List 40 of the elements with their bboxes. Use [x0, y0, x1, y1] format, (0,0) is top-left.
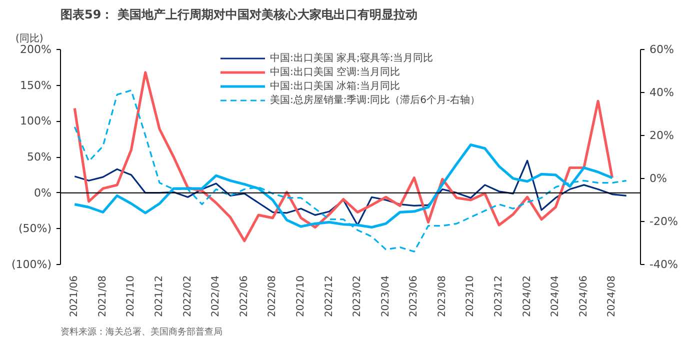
- x-tick-label: 2023/12: [494, 275, 505, 318]
- x-tick-label: 2022/12: [324, 275, 335, 318]
- y-tick-label: 100%: [20, 114, 52, 128]
- y-tick-label: 200%: [20, 43, 52, 56]
- x-tick-label: 2022/02: [182, 275, 194, 318]
- y-tick-label: (100%): [11, 258, 52, 271]
- x-tick-label: 2022/04: [210, 275, 222, 318]
- x-tick-label: 2024/08: [606, 275, 618, 318]
- x-tick-label: 2022/06: [238, 275, 250, 318]
- x-tick-label: 2021/10: [126, 275, 137, 318]
- x-tick-label: 2023/04: [380, 275, 392, 318]
- x-tick-label: 2023/02: [352, 275, 364, 318]
- y2-tick-label: 20%: [650, 129, 674, 142]
- x-tick-label: 2021/06: [69, 275, 80, 318]
- x-tick-label: 2024/04: [550, 275, 562, 318]
- y-axis-title: (同比): [16, 32, 44, 44]
- y2-tick-label: 40%: [650, 86, 674, 99]
- x-tick-label: 2023/08: [436, 275, 448, 318]
- x-tick-label: 2021/08: [97, 275, 108, 318]
- legend-label: 美国:总房屋销量:季调:同比（滞后6个月-右轴）: [270, 94, 480, 107]
- y-tick-label: 0%: [34, 186, 52, 200]
- y2-tick-label: -40%: [650, 258, 678, 271]
- y2-tick-label: -20%: [650, 215, 678, 228]
- x-tick-label: 2022/10: [295, 275, 306, 318]
- text: 资料来源：海关总署、美国商务部普查局: [60, 326, 222, 338]
- legend-label: 中国:出口美国 空调:当月同比: [270, 66, 400, 79]
- legend-label: 中国:出口美国 家具;寝具等:当月同比: [270, 52, 434, 65]
- x-tick-label: 2023/10: [465, 275, 476, 318]
- y2-tick-label: 0%: [650, 172, 667, 185]
- y2-tick-label: 60%: [650, 43, 674, 56]
- x-tick-label: 2021/12: [154, 275, 166, 318]
- x-tick-label: 2023/06: [408, 275, 420, 318]
- y-tick-label: 50%: [27, 150, 52, 164]
- y-tick-label: 150%: [20, 78, 52, 92]
- chart-title: 图表59： 美国地产上行周期对中国对美核心大家电出口有明显拉动: [60, 8, 418, 22]
- y-tick-label: (50%): [18, 222, 52, 236]
- x-tick-label: 2022/08: [267, 275, 278, 318]
- x-tick-label: 2024/02: [522, 275, 533, 318]
- x-tick-label: 2024/06: [578, 275, 590, 318]
- legend-label: 中国:出口美国 冰箱:当月同比: [270, 80, 400, 93]
